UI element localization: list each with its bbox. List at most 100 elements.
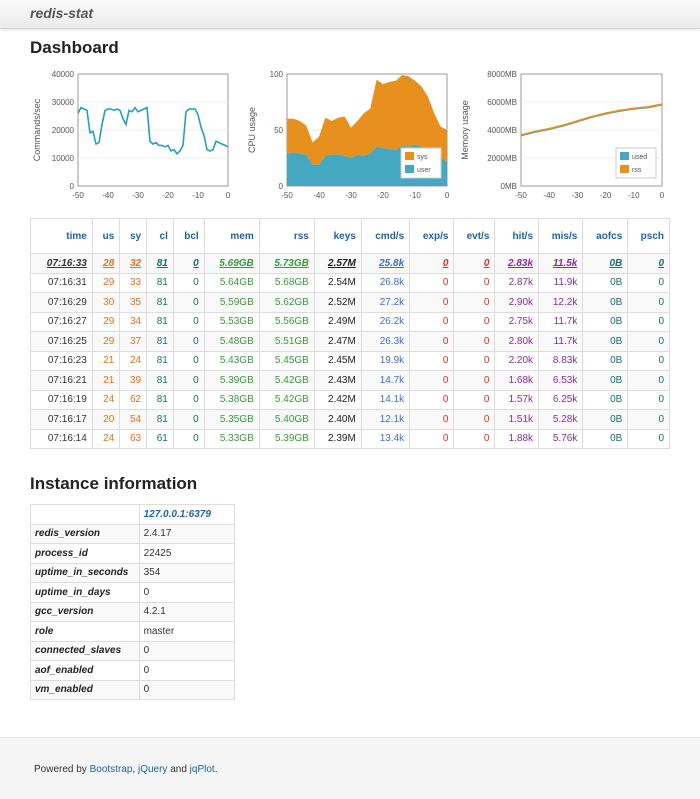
cell-bcl: 0	[172, 409, 205, 430]
cell-mem: 5.53GB	[203, 311, 260, 332]
cell-aofcs: 0B	[582, 331, 629, 352]
cell-rss: 5.51GB	[258, 331, 315, 352]
y-tick-label: 8000MB	[487, 70, 517, 79]
cell-mis-per-s: 8.83k	[538, 350, 584, 371]
cell-exp-per-s: 0	[409, 292, 455, 313]
legend-label-sys: sys	[417, 154, 428, 161]
cell-keys: 2.45M	[313, 350, 362, 371]
x-tick-label: -10	[192, 191, 204, 200]
cell-cmd-per-s: 14.1k	[360, 389, 411, 410]
y-axis-label: Memory usage	[460, 100, 470, 160]
info-row: gcc_version 4.2.1	[30, 601, 236, 622]
cell-time: 07:16:27	[30, 311, 93, 332]
cell-hit-per-s: 1.68k	[494, 370, 540, 391]
y-tick-label: 50	[274, 126, 283, 135]
legend-swatch-rss	[620, 165, 629, 173]
footer-prefix: Powered by	[34, 764, 90, 775]
cell-aofcs: 0B	[582, 253, 629, 274]
cell-cmd-per-s: 13.4k	[360, 428, 411, 449]
navbar: redis-stat	[0, 0, 700, 29]
footer-text: Powered by Bootstrap, jQuery and jqPlot.	[34, 764, 217, 775]
cell-psch: 0	[627, 428, 670, 449]
cell-keys: 2.54M	[313, 272, 362, 293]
col-header-aofcs: aofcs	[582, 218, 629, 254]
cell-exp-per-s: 0	[409, 350, 455, 371]
cell-exp-per-s: 0	[409, 389, 455, 410]
x-tick-label: -10	[628, 191, 640, 200]
cell-cl: 81	[146, 272, 174, 293]
info-value: 354	[138, 562, 236, 583]
instance-table: 127.0.0.1:6379 redis_version 2.4.17 proces…	[30, 504, 236, 700]
cell-hit-per-s: 2.87k	[494, 272, 540, 293]
legend-swatch-user	[405, 165, 414, 173]
bootstrap-link[interactable]: Bootstrap	[89, 764, 133, 775]
cell-cmd-per-s: 19.9k	[360, 350, 411, 371]
cell-evt-per-s: 0	[453, 428, 496, 449]
footer-suffix: .	[214, 764, 218, 775]
info-row: connected_slaves 0	[30, 640, 236, 661]
table-row: 07:16:23 21 24 81 0 5.43GB 5.45GB 2.45M 19.9k 0 0 2…	[30, 350, 670, 371]
instance-body: redis_version 2.4.17 process_id 22425 uptime…	[30, 523, 236, 700]
cell-rss: 5.68GB	[258, 272, 315, 293]
info-key: uptime_in_days	[30, 582, 140, 603]
cell-time: 07:16:33	[30, 253, 93, 274]
cell-rss: 5.39GB	[258, 428, 315, 449]
col-header-exp-per-s: exp/s	[409, 218, 455, 254]
jqplot-link[interactable]: jqPlot	[189, 764, 215, 775]
cell-time: 07:16:23	[30, 350, 93, 371]
info-key: uptime_in_seconds	[30, 562, 140, 583]
cell-rss: 5.42GB	[258, 370, 315, 391]
info-value: 2.4.17	[138, 523, 236, 544]
info-value: master	[138, 621, 236, 642]
info-row: redis_version 2.4.17	[30, 523, 236, 544]
cell-hit-per-s: 2.80k	[494, 331, 540, 352]
cell-cl: 81	[146, 331, 174, 352]
cell-us: 24	[91, 389, 121, 410]
col-header-rss: rss	[258, 218, 315, 254]
col-header-time: time	[30, 218, 93, 254]
cell-aofcs: 0B	[582, 272, 629, 293]
cell-cl: 81	[146, 311, 174, 332]
legend-swatch-sys	[405, 152, 414, 160]
cell-aofcs: 0B	[582, 389, 629, 410]
x-tick-label: -40	[102, 191, 114, 200]
cell-evt-per-s: 0	[453, 389, 496, 410]
info-key: role	[30, 621, 140, 642]
y-tick-label: 2000MB	[487, 154, 517, 163]
cell-mis-per-s: 5.76k	[538, 428, 584, 449]
info-row: uptime_in_days 0	[30, 582, 236, 603]
jquery-link[interactable]: jQuery	[137, 764, 168, 775]
cell-us: 20	[91, 409, 121, 430]
cell-aofcs: 0B	[582, 370, 629, 391]
cell-time: 07:16:25	[30, 331, 93, 352]
cell-keys: 2.39M	[313, 428, 362, 449]
table-row: 07:16:27 29 34 81 0 5.53GB 5.56GB 2.49M 26.2k 0 0 2…	[30, 311, 670, 332]
cell-mem: 5.64GB	[203, 272, 260, 293]
sys-area	[287, 75, 447, 165]
cell-cmd-per-s: 26.8k	[360, 272, 411, 293]
cell-keys: 2.47M	[313, 331, 362, 352]
y-tick-label: 20000	[52, 126, 75, 135]
x-tick-label: -40	[313, 191, 325, 200]
x-tick-label: 0	[226, 191, 231, 200]
cell-time: 07:16:29	[30, 292, 93, 313]
data-line	[77, 106, 229, 156]
cell-mem: 5.69GB	[203, 253, 260, 274]
table-row: 07:16:19 24 62 81 0 5.38GB 5.42GB 2.42M 14.1k 0 0 1…	[30, 389, 670, 410]
instance-host: 127.0.0.1:6379	[138, 504, 236, 525]
cell-hit-per-s: 2.20k	[494, 350, 540, 371]
brand[interactable]: redis-stat	[30, 5, 94, 21]
cell-cmd-per-s: 25.8k	[360, 253, 411, 274]
legend-label-user: user	[417, 167, 431, 174]
cell-psch: 0	[627, 331, 670, 352]
info-key: aof_enabled	[30, 660, 140, 681]
x-tick-label: -20	[162, 191, 174, 200]
cell-keys: 2.57M	[313, 253, 362, 274]
y-tick-label: 10000	[52, 154, 75, 163]
cell-keys: 2.43M	[313, 370, 362, 391]
cell-sy: 37	[119, 331, 148, 352]
col-header-cl: cl	[146, 218, 174, 254]
cell-bcl: 0	[172, 272, 205, 293]
x-tick-label: -30	[572, 191, 584, 200]
